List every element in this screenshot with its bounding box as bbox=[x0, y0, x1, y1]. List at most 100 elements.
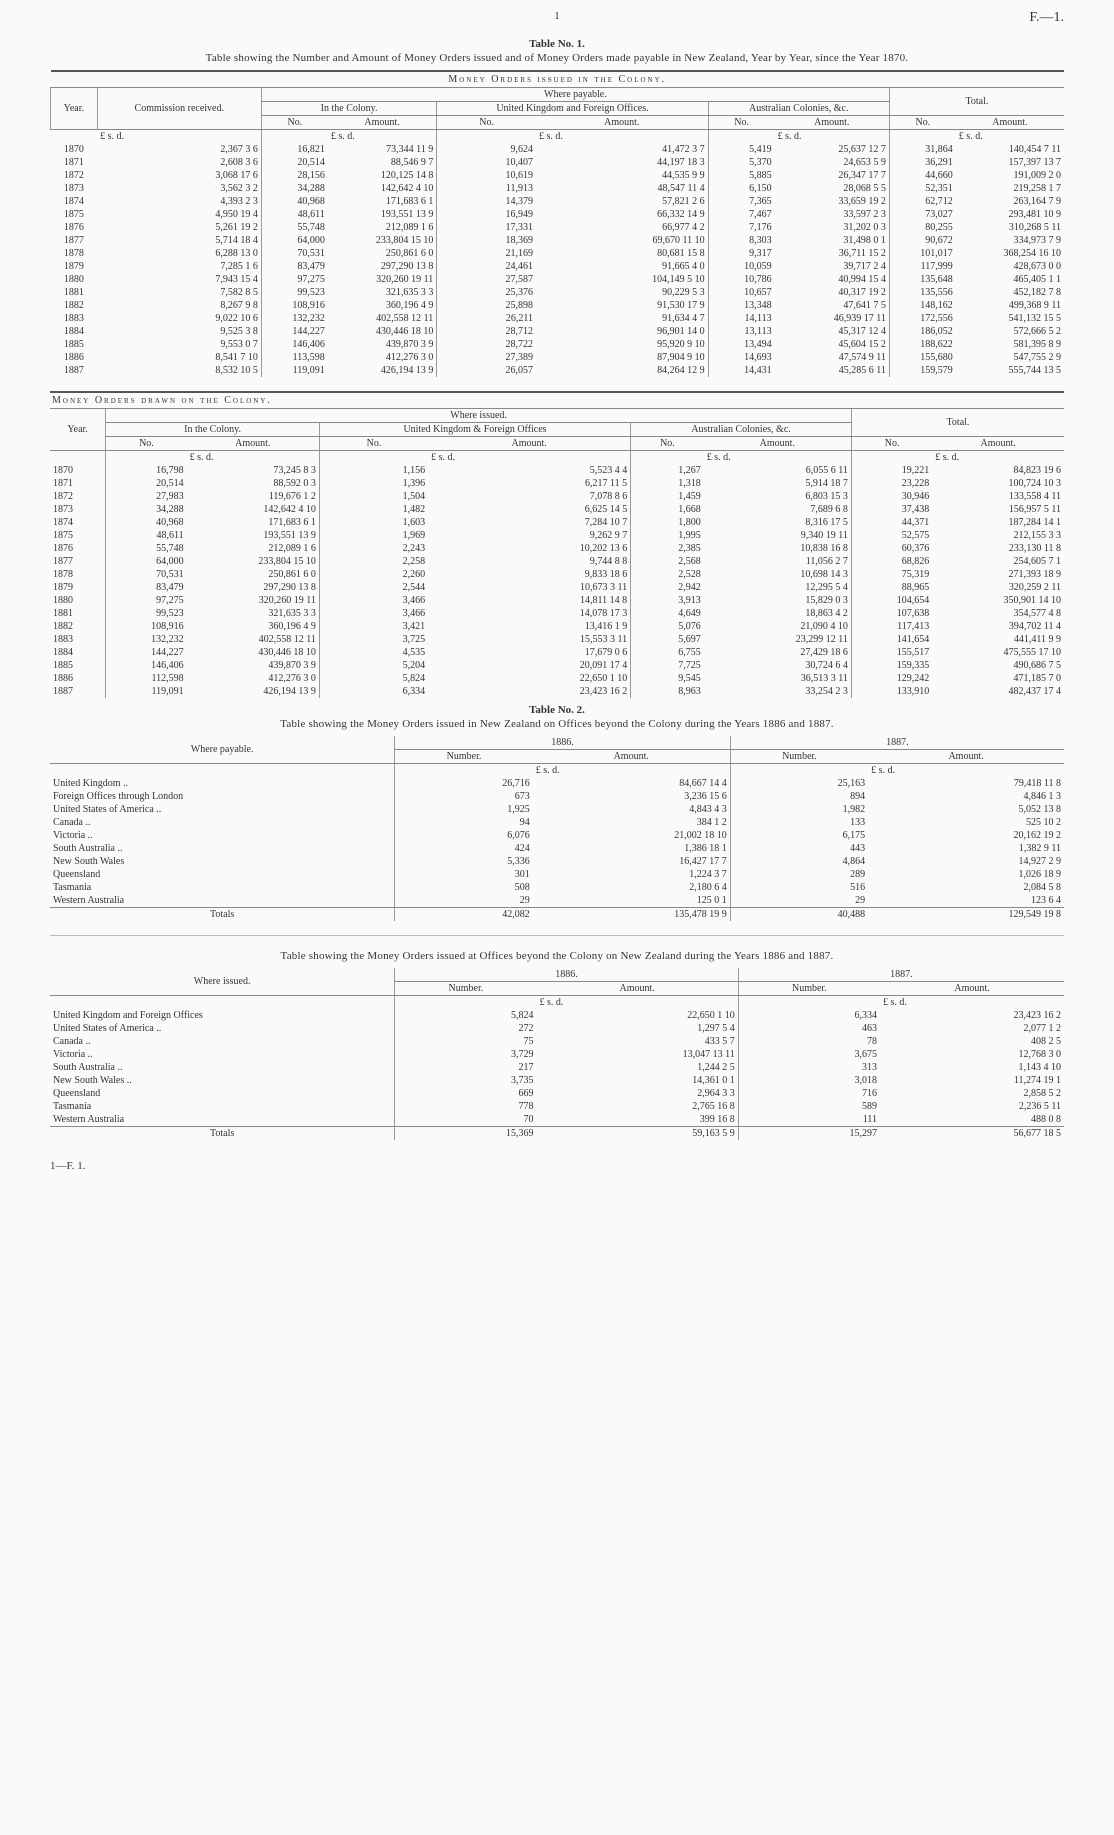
year-cell: 1886 bbox=[50, 672, 106, 685]
year-cell: 1881 bbox=[51, 286, 98, 299]
table-row: 187870,531250,861 6 02,2609,833 18 62,52… bbox=[50, 568, 1064, 581]
table-row: Canada ..94384 1 2133525 10 2 bbox=[50, 816, 1064, 829]
label-cell: South Australia .. bbox=[50, 842, 395, 855]
year-cell: 1875 bbox=[51, 208, 98, 221]
page-number: 1 bbox=[554, 10, 560, 22]
table-row: United States of America ..1,9254,843 4 … bbox=[50, 803, 1064, 816]
year-cell: 1879 bbox=[51, 260, 98, 273]
table-row: 1884144,227430,446 18 104,53517,679 0 66… bbox=[50, 646, 1064, 659]
label-cell: Western Australia bbox=[50, 1113, 395, 1127]
table-row: 188097,275320,260 19 113,46614,811 14 83… bbox=[50, 594, 1064, 607]
label-cell: Victoria .. bbox=[50, 1048, 395, 1061]
table-row: 187655,748212,089 1 62,24310,202 13 62,3… bbox=[50, 542, 1064, 555]
year-cell: 1878 bbox=[50, 568, 106, 581]
year-cell: 1876 bbox=[50, 542, 106, 555]
table-row: 18859,553 0 7146,406439,870 3 928,72295,… bbox=[51, 338, 1065, 351]
page-footer: 1—F. 1. bbox=[50, 1160, 1064, 1172]
col-total: Total. bbox=[889, 88, 1064, 116]
table-row: 188199,523321,635 3 33,46614,078 17 34,6… bbox=[50, 607, 1064, 620]
table1-section-b: Money Orders drawn on the Colony. Year. … bbox=[50, 391, 1064, 698]
table2: Where payable. 1886. 1887. Number.Amount… bbox=[50, 736, 1064, 921]
table2-title: Table No. 2. bbox=[50, 704, 1064, 716]
year-cell: 1875 bbox=[50, 529, 106, 542]
table-row: Western Australia70399 16 8111488 0 8 bbox=[50, 1113, 1064, 1127]
section-a-head: Money Orders issued in the Colony. bbox=[51, 71, 1065, 88]
label-cell: Canada .. bbox=[50, 816, 395, 829]
table3: Where issued. 1886. 1887. Number.Amount.… bbox=[50, 968, 1064, 1140]
year-cell: 1877 bbox=[51, 234, 98, 247]
table-row: New South Wales ..3,73514,361 0 13,01811… bbox=[50, 1074, 1064, 1087]
label-cell: Victoria .. bbox=[50, 829, 395, 842]
year-cell: 1872 bbox=[50, 490, 106, 503]
table-row: Victoria ..6,07621,002 18 106,17520,162 … bbox=[50, 829, 1064, 842]
col-aus: Australian Colonies, &c. bbox=[708, 102, 889, 116]
year-cell: 1885 bbox=[50, 659, 106, 672]
table-row: 187334,288142,642 4 101,4826,625 14 51,6… bbox=[50, 503, 1064, 516]
table-row: 1882108,916360,196 4 93,42113,416 1 95,0… bbox=[50, 620, 1064, 633]
table-row: 1887119,091426,194 13 96,33423,423 16 28… bbox=[50, 685, 1064, 698]
year-cell: 1871 bbox=[51, 156, 98, 169]
table1-caption: Table showing the Number and Amount of M… bbox=[50, 52, 1064, 64]
label-cell: Tasmania bbox=[50, 881, 395, 894]
year-cell: 1874 bbox=[51, 195, 98, 208]
table-row: 18849,525 3 8144,227430,446 18 1028,7129… bbox=[51, 325, 1065, 338]
table-row: 18702,367 3 616,82173,344 11 99,62441,47… bbox=[51, 143, 1065, 156]
table-row: 18868,541 7 10113,598412,276 3 027,38987… bbox=[51, 351, 1065, 364]
table-row: 18712,608 3 620,51488,546 9 710,40744,19… bbox=[51, 156, 1065, 169]
label-cell: Canada .. bbox=[50, 1035, 395, 1048]
year-cell: 1885 bbox=[51, 338, 98, 351]
table-row: 18797,285 1 683,479297,290 13 824,46191,… bbox=[51, 260, 1065, 273]
col-in-colony: In the Colony. bbox=[261, 102, 436, 116]
label-cell: Western Australia bbox=[50, 894, 395, 908]
table2-caption: Table showing the Money Orders issued in… bbox=[50, 718, 1064, 730]
year-cell: 1871 bbox=[50, 477, 106, 490]
year-cell: 1870 bbox=[50, 464, 106, 477]
table-row: 18733,562 3 234,288142,642 4 1011,91348,… bbox=[51, 182, 1065, 195]
label-cell: New South Wales .. bbox=[50, 1074, 395, 1087]
table-row: Tasmania7782,765 16 85892,236 5 11 bbox=[50, 1100, 1064, 1113]
table-row: 18839,022 10 6132,232402,558 12 1126,211… bbox=[51, 312, 1065, 325]
label-cell: United States of America .. bbox=[50, 803, 395, 816]
table2-totals: Totals 42,082 135,478 19 9 40,488 129,54… bbox=[50, 908, 1064, 922]
col-year-b: Year. bbox=[50, 409, 106, 451]
table-row: Queensland3011,224 3 72891,026 18 9 bbox=[50, 868, 1064, 881]
table-row: 187120,51488,592 0 31,3966,217 11 51,318… bbox=[50, 477, 1064, 490]
col-commission: Commission received. bbox=[97, 88, 261, 130]
table-row: 18817,582 8 599,523321,635 3 325,37690,2… bbox=[51, 286, 1065, 299]
year-cell: 1873 bbox=[50, 503, 106, 516]
year-cell: 1880 bbox=[50, 594, 106, 607]
table-row: United States of America ..2721,297 5 44… bbox=[50, 1022, 1064, 1035]
table-row: 1885146,406439,870 3 95,20420,091 17 47,… bbox=[50, 659, 1064, 672]
table-row: 18828,267 9 8108,916360,196 4 925,89891,… bbox=[51, 299, 1065, 312]
table-row: 187764,000233,804 15 102,2589,744 8 82,5… bbox=[50, 555, 1064, 568]
table-row: 18723,068 17 628,156120,125 14 810,61944… bbox=[51, 169, 1065, 182]
table-row: South Australia ..2171,244 2 53131,143 4… bbox=[50, 1061, 1064, 1074]
section-b-head: Money Orders drawn on the Colony. bbox=[50, 392, 1064, 409]
table-row: South Australia ..4241,386 18 14431,382 … bbox=[50, 842, 1064, 855]
table-row: 187983,479297,290 13 82,54410,673 3 112,… bbox=[50, 581, 1064, 594]
label-cell: Queensland bbox=[50, 1087, 395, 1100]
year-cell: 1872 bbox=[51, 169, 98, 182]
year-cell: 1878 bbox=[51, 247, 98, 260]
label-cell: United States of America .. bbox=[50, 1022, 395, 1035]
year-cell: 1881 bbox=[50, 607, 106, 620]
table-row: 18765,261 19 255,748212,089 1 617,33166,… bbox=[51, 221, 1065, 234]
table3-totals: Totals 15,369 59,163 5 9 15,297 56,677 1… bbox=[50, 1127, 1064, 1141]
currency-header-row-b: £ s. d. £ s. d. £ s. d. £ s. d. bbox=[50, 451, 1064, 465]
year-cell: 1880 bbox=[51, 273, 98, 286]
year-cell: 1887 bbox=[50, 685, 106, 698]
table-row: New South Wales5,33616,427 17 74,86414,9… bbox=[50, 855, 1064, 868]
year-cell: 1883 bbox=[51, 312, 98, 325]
year-cell: 1876 bbox=[51, 221, 98, 234]
where-issued-head: Where issued. bbox=[106, 409, 852, 423]
where-payable-head: Where payable. bbox=[261, 88, 889, 102]
col-uk: United Kingdom and Foreign Offices. bbox=[437, 102, 708, 116]
currency-header-row: £ s. d. £ s. d. £ s. d. £ s. d. £ s. d. bbox=[51, 130, 1065, 144]
year-cell: 1884 bbox=[50, 646, 106, 659]
table-row: 18878,532 10 5119,091426,194 13 926,0578… bbox=[51, 364, 1065, 377]
table-row: 187440,968171,683 6 11,6037,284 10 71,80… bbox=[50, 516, 1064, 529]
col-year: Year. bbox=[51, 88, 98, 130]
table-row: 18744,393 2 340,968171,683 6 114,37957,8… bbox=[51, 195, 1065, 208]
table3-caption: Table showing the Money Orders issued at… bbox=[50, 950, 1064, 962]
label-cell: Foreign Offices through London bbox=[50, 790, 395, 803]
